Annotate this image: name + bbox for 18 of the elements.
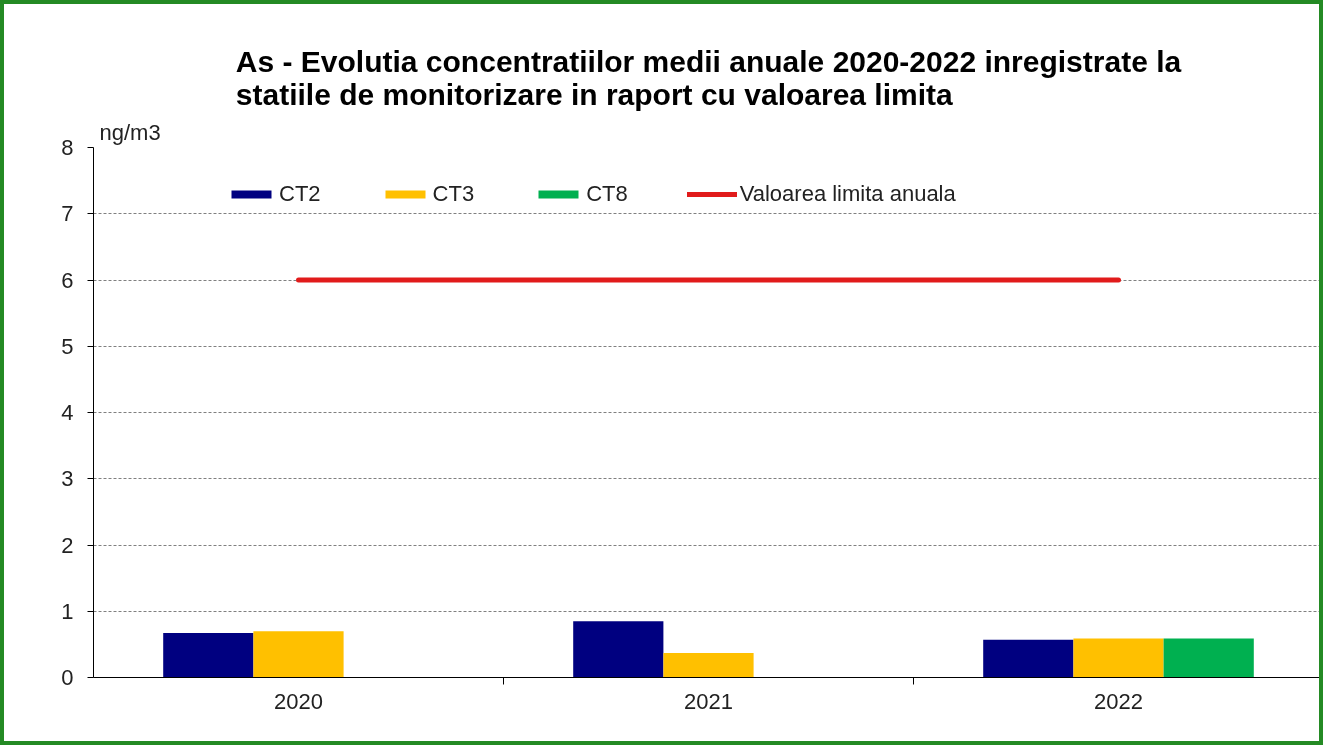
y-tick-label: 5 — [61, 333, 74, 359]
y-axis-title: ng/m3 — [99, 119, 161, 145]
y-tick-label: 6 — [61, 267, 74, 293]
legend-label: CT2 — [279, 181, 321, 207]
legend-label: CT8 — [586, 181, 628, 207]
y-tick-label: 2 — [61, 532, 74, 558]
y-tick-label: 1 — [61, 598, 74, 624]
legend-label: CT3 — [432, 181, 475, 207]
x-tick-label: 2022 — [1094, 688, 1143, 714]
y-tick-label: 8 — [61, 135, 74, 160]
x-tick-label: 2021 — [684, 688, 733, 714]
y-tick-label: 4 — [61, 400, 74, 425]
y-tick-label: 7 — [61, 201, 74, 227]
legend-label: Valoarea limita anuala — [739, 181, 956, 207]
y-tick-label: 3 — [61, 466, 74, 492]
y-tick-label: 0 — [61, 665, 74, 690]
x-tick-label: 2020 — [274, 688, 323, 714]
chart-title: As - Evolutia concentratiilor medii anuale 2020-2022 inregistrate la statiile de monitorizare in raport cu valoarea limita — [235, 44, 1182, 111]
